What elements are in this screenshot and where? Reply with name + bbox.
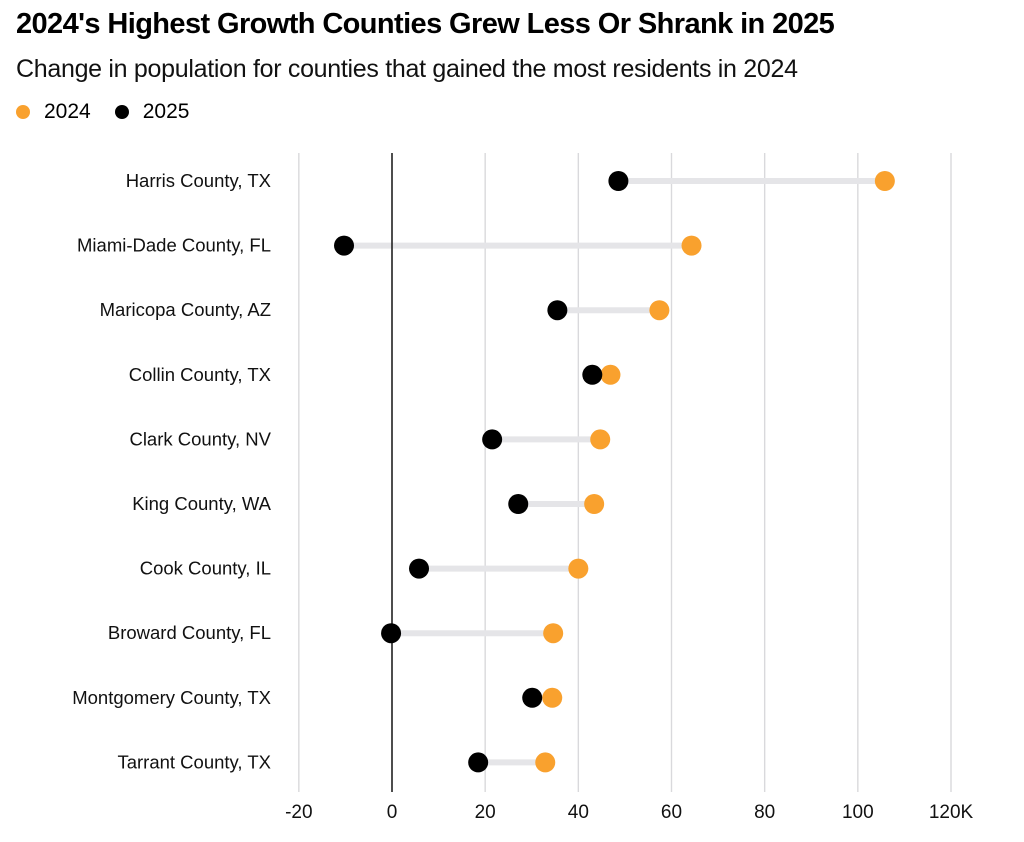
dot-2024 xyxy=(590,429,611,450)
dot-layer xyxy=(334,171,895,773)
legend: 2024 2025 xyxy=(16,100,213,124)
legend-item-2024: 2024 xyxy=(16,100,91,124)
dot-2025 xyxy=(582,364,603,385)
x-tick-label: 20 xyxy=(475,802,496,823)
dot-2024 xyxy=(568,558,589,579)
dot-2025 xyxy=(409,558,430,579)
dot-2024 xyxy=(649,300,670,321)
x-tick-label: -20 xyxy=(285,802,312,823)
dot-2024 xyxy=(543,623,564,644)
dot-2025 xyxy=(547,300,568,321)
legend-swatch-2025 xyxy=(114,105,129,119)
dot-2025 xyxy=(608,171,629,191)
county-label: Broward County, FL xyxy=(108,622,271,643)
county-label: Miami-Dade County, FL xyxy=(77,235,271,256)
dot-2024 xyxy=(874,171,895,191)
chart-subtitle: Change in population for counties that g… xyxy=(16,55,798,83)
dot-2024 xyxy=(535,752,556,773)
legend-label-2024: 2024 xyxy=(44,100,91,123)
legend-swatch-2024 xyxy=(16,105,30,119)
row-label-layer: Harris County, TX Miami-Dade County, FL Ma… xyxy=(72,170,271,772)
county-label: Clark County, NV xyxy=(129,428,271,449)
county-label: Collin County, TX xyxy=(129,364,271,385)
legend-item-2025: 2025 xyxy=(114,100,190,124)
dot-2024 xyxy=(600,364,621,385)
x-tick-label: 120K xyxy=(929,802,974,823)
x-tick-label: 60 xyxy=(661,802,682,823)
county-label: Montgomery County, TX xyxy=(72,687,271,708)
x-tick-label: 40 xyxy=(568,802,589,823)
county-label: King County, WA xyxy=(132,493,271,514)
dot-2024 xyxy=(584,494,605,514)
dot-2024 xyxy=(681,235,702,256)
grid-layer xyxy=(298,153,952,792)
dot-2025 xyxy=(334,235,355,256)
county-label: Maricopa County, AZ xyxy=(100,299,271,320)
x-tick-label: 80 xyxy=(754,802,775,823)
dot-2025 xyxy=(482,429,503,450)
x-tick-label: 0 xyxy=(387,802,398,823)
x-tick-label: 100 xyxy=(842,802,874,823)
dot-2025 xyxy=(522,687,543,708)
county-label: Cook County, IL xyxy=(140,558,271,579)
dot-2024 xyxy=(542,687,563,708)
dot-2025 xyxy=(468,752,489,773)
dot-2025 xyxy=(381,623,402,644)
connector-layer xyxy=(344,178,885,766)
x-axis-tick-layer: -20 0 20 40 60 80 100 120K xyxy=(285,802,973,823)
county-label: Harris County, TX xyxy=(126,170,271,191)
county-label: Tarrant County, TX xyxy=(117,751,271,772)
legend-label-2025: 2025 xyxy=(142,100,190,123)
chart-title: 2024's Highest Growth Counties Grew Less… xyxy=(16,8,835,40)
dot-2025 xyxy=(508,494,529,514)
